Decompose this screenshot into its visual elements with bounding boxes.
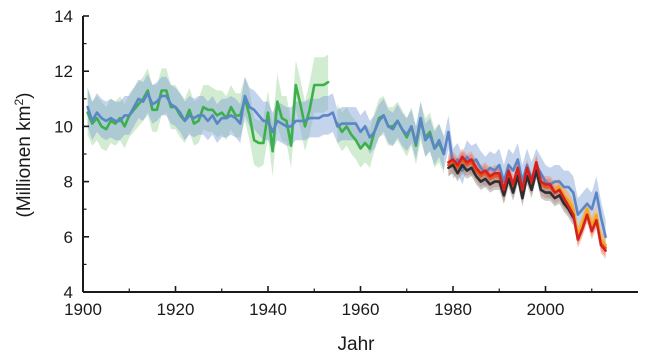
x-tick-label: 1980 bbox=[434, 300, 472, 319]
series-lines bbox=[86, 80, 607, 252]
uncertainty-bands bbox=[87, 54, 606, 259]
y-tick-label: 4 bbox=[64, 283, 73, 302]
band-series-0-seg-1 bbox=[337, 96, 444, 174]
line-series-5-seg-0 bbox=[447, 155, 607, 252]
line-series-3-seg-0 bbox=[553, 185, 607, 247]
x-tick-label: 1920 bbox=[157, 300, 195, 319]
y-axis-title-superscript: 2 bbox=[12, 99, 26, 106]
band-series-1-seg-0 bbox=[87, 74, 606, 251]
line-series-4-seg-0 bbox=[447, 163, 575, 219]
y-tick-label: 14 bbox=[54, 7, 73, 26]
y-axis-title-end: ) bbox=[14, 93, 35, 99]
band-series-0-seg-0 bbox=[87, 54, 329, 177]
x-axis-title: Jahr bbox=[338, 334, 376, 355]
band-series-3-seg-0 bbox=[554, 178, 606, 254]
y-tick-label: 10 bbox=[54, 117, 73, 136]
y-tick-label: 6 bbox=[64, 228, 73, 247]
y-axis-title: (Millionen km2) bbox=[12, 93, 35, 218]
x-tick-label: 2000 bbox=[527, 300, 565, 319]
line-series-1-seg-0 bbox=[86, 92, 607, 239]
line-series-0-seg-0 bbox=[86, 80, 330, 153]
x-tick-label: 1960 bbox=[342, 300, 380, 319]
y-tick-label: 8 bbox=[64, 173, 73, 192]
axes: 1900 1920 1940 1960 1980 2000 4 6 8 10 12 14 bbox=[54, 7, 638, 319]
y-axis-title-main: (Millionen km bbox=[14, 106, 35, 218]
y-tick-label: 12 bbox=[54, 62, 73, 81]
x-tick-label: 1940 bbox=[249, 300, 287, 319]
x-tick-label: 1900 bbox=[64, 300, 102, 319]
